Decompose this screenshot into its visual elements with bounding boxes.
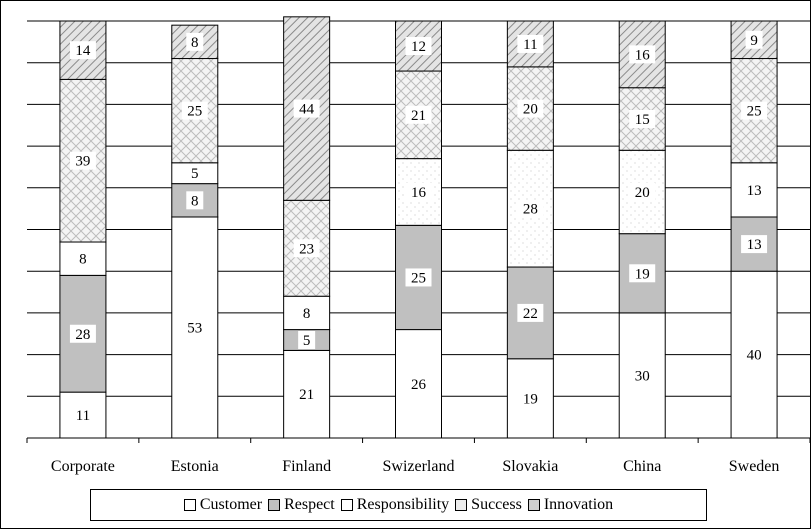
data-label-bg — [629, 264, 656, 283]
data-label-bg — [186, 164, 204, 183]
x-tick-label: China — [623, 458, 661, 475]
legend-item-responsibility: Responsibility — [340, 496, 450, 514]
data-label-bg — [181, 101, 208, 120]
data-label: 25 — [747, 104, 762, 120]
x-axis: Corporate Estonia Finland Swizerland Slovaki… — [26, 437, 810, 475]
bar-segment-customer — [730, 270, 778, 439]
data-label: 13 — [747, 237, 762, 253]
data-label: 11 — [76, 408, 90, 424]
data-label-bg — [629, 182, 656, 201]
data-label: 13 — [747, 183, 762, 199]
data-label-bg — [741, 235, 768, 254]
data-label: 21 — [299, 387, 314, 403]
data-label-bg — [69, 151, 96, 170]
data-label-bg — [74, 249, 92, 268]
x-tick-label: Estonia — [171, 458, 219, 475]
data-label-bg — [186, 32, 204, 51]
data-label-bg — [181, 318, 208, 337]
data-label: 40 — [747, 348, 762, 364]
x-tick-label: Swizerland — [383, 458, 455, 475]
data-label: 21 — [411, 108, 426, 124]
data-label: 22 — [523, 306, 538, 322]
data-label-bg — [405, 268, 432, 287]
data-label-bg — [298, 331, 316, 350]
data-label-bg — [405, 182, 432, 201]
data-label: 19 — [635, 266, 650, 282]
data-label: 44 — [299, 102, 315, 118]
data-label: 28 — [523, 202, 538, 218]
data-label: 12 — [411, 39, 426, 55]
data-label-bg — [741, 180, 768, 199]
data-label-bg — [517, 34, 544, 53]
data-label: 8 — [191, 193, 199, 209]
x-tick-label: Slovakia — [502, 458, 558, 475]
data-label: 5 — [191, 166, 199, 182]
data-label: 28 — [75, 327, 90, 343]
legend-item-customer: Customer — [183, 496, 263, 514]
x-tick-label: Finland — [282, 458, 331, 475]
data-label-bg — [629, 366, 656, 385]
data-label-bg — [405, 105, 432, 124]
legend-label: Customer — [199, 496, 263, 513]
data-label: 20 — [635, 185, 650, 201]
data-label-bg — [629, 109, 656, 128]
data-label-bg — [293, 239, 320, 258]
data-label-bg — [298, 303, 316, 322]
data-label: 20 — [523, 102, 538, 118]
data-label-bg — [69, 41, 96, 60]
data-label: 53 — [187, 320, 202, 336]
legend-swatch — [455, 499, 468, 511]
legend-label: Innovation — [543, 496, 614, 513]
legend-swatch — [268, 499, 281, 511]
data-label: 5 — [303, 333, 311, 349]
data-label-bg — [186, 191, 204, 210]
x-tick-label: Sweden — [729, 458, 780, 475]
data-label-bg — [517, 303, 544, 322]
data-label-bg — [69, 406, 96, 425]
legend-swatch — [527, 499, 540, 511]
legend-label: Success — [471, 496, 522, 513]
data-label: 16 — [635, 47, 651, 63]
data-label: 30 — [635, 368, 650, 384]
data-label-bg — [69, 324, 96, 343]
data-label: 14 — [75, 43, 91, 59]
data-label: 15 — [635, 112, 650, 128]
bar-segment-innovation — [618, 20, 666, 89]
data-label-bg — [517, 99, 544, 118]
data-label-bg — [741, 101, 768, 120]
legend-swatch — [183, 499, 196, 511]
data-label-bg — [745, 30, 763, 49]
data-label-bg — [629, 45, 656, 64]
data-label: 11 — [523, 37, 537, 53]
data-label: 25 — [411, 270, 426, 286]
legend-label: Respect — [284, 496, 335, 513]
x-tick-label: Corporate — [51, 458, 115, 475]
bars: 11 28 8 39 14 53 8 5 25 8 21 5 8 23 44 26 25 16 21 12 19 22 28… — [59, 16, 778, 439]
legend: Customer Respect Responsibility Success Inno… — [90, 489, 707, 521]
data-label: 39 — [75, 154, 90, 170]
data-label-bg — [517, 199, 544, 218]
data-label: 19 — [523, 391, 538, 407]
data-label: 26 — [411, 377, 427, 393]
legend-label: Responsibility — [356, 496, 450, 513]
data-label-bg — [293, 385, 320, 404]
legend-item-respect: Respect — [268, 496, 335, 514]
data-label: 16 — [411, 185, 427, 201]
data-label-bg — [293, 99, 320, 118]
data-label: 25 — [187, 104, 202, 120]
data-label: 8 — [303, 306, 311, 322]
data-label-bg — [405, 37, 432, 56]
data-label-bg — [405, 374, 432, 393]
legend-item-innovation: Innovation — [527, 496, 614, 514]
data-label-bg — [741, 345, 768, 364]
data-label: 9 — [750, 33, 758, 49]
legend-swatch — [340, 499, 353, 511]
data-label: 8 — [79, 252, 87, 268]
data-label: 8 — [191, 35, 199, 51]
data-label-bg — [517, 389, 544, 408]
legend-item-success: Success — [455, 496, 522, 514]
data-label: 23 — [299, 241, 314, 257]
